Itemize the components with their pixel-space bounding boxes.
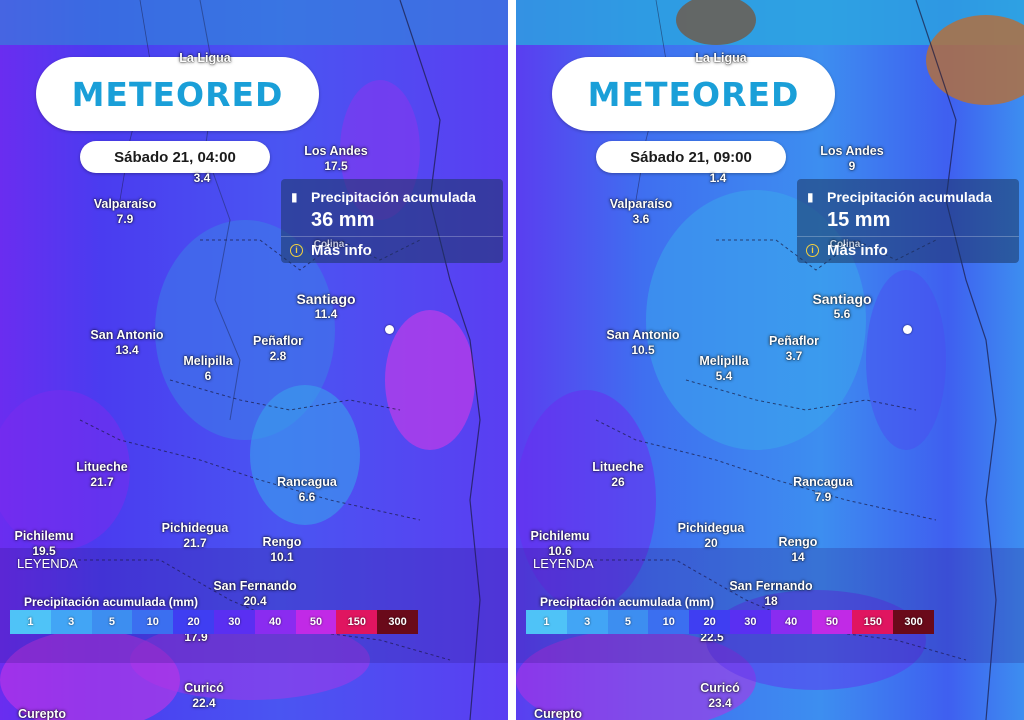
map-panel-right[interactable]: METEORED Sábado 21, 09:00 La Ligua 1.4 L… [516, 0, 1024, 720]
brand-wordmark: METEORED [71, 74, 284, 114]
city-label: La Ligua [179, 51, 231, 65]
more-info-link[interactable]: Más info [311, 242, 372, 259]
city-label: Curicó 23.4 [700, 681, 740, 710]
city-label: Peñaflor 2.8 [252, 334, 304, 363]
legend-step: 50 [811, 610, 853, 634]
legend-color-scale: 1 3 5 10 20 30 40 50 150 300 [10, 610, 418, 634]
map-panel-left[interactable]: METEORED Sábado 21, 04:00 La Ligua 3.4 L… [0, 0, 508, 720]
city-label: Valparaíso 7.9 [93, 197, 157, 226]
legend-step: 300 [893, 610, 934, 634]
city-label: Colina [829, 239, 861, 250]
date-time-label: Sábado 21, 04:00 [80, 141, 270, 173]
legend-step: 3 [566, 610, 608, 634]
legend-step: 5 [91, 610, 133, 634]
legend-step: 1 [526, 610, 567, 634]
legend-panel [0, 548, 508, 663]
legend-step: 20 [173, 610, 214, 634]
city-label: Litueche 26 [592, 460, 644, 489]
info-icon[interactable]: i [806, 244, 819, 257]
legend-title: LEYENDA [533, 556, 594, 571]
legend-step: 1 [10, 610, 51, 634]
legend-panel [516, 548, 1024, 663]
info-label: Precipitación acumulada [827, 189, 992, 205]
city-label: Peñaflor 3.7 [768, 334, 820, 363]
city-label: San Antonio 13.4 [90, 328, 164, 357]
city-label: Curepto [18, 707, 66, 720]
brand-wordmark: METEORED [587, 74, 800, 114]
legend-step: 3 [50, 610, 92, 634]
city-label: Curicó 22.4 [184, 681, 224, 710]
divider [281, 236, 503, 237]
legend-title: LEYENDA [17, 556, 78, 571]
city-value: 3.4 [193, 171, 211, 185]
info-value: 15 mm [827, 209, 891, 231]
legend-step: 30 [213, 610, 255, 634]
divider [797, 236, 1019, 237]
city-label: Colina [313, 239, 345, 250]
city-label: Santiago 11.4 [296, 291, 356, 322]
location-marker[interactable] [385, 325, 394, 334]
legend-step: 20 [689, 610, 730, 634]
city-label: Litueche 21.7 [76, 460, 128, 489]
legend-step: 10 [648, 610, 690, 634]
city-label: Pichilemu 10.6 [530, 529, 590, 558]
legend-step: 50 [295, 610, 337, 634]
info-icon[interactable]: i [290, 244, 303, 257]
city-label: Pichilemu 19.5 [14, 529, 74, 558]
meteored-logo: METEORED [552, 57, 835, 131]
city-value: 1.4 [709, 171, 727, 185]
legend-step: 150 [852, 610, 894, 634]
city-label: Melipilla 6 [183, 354, 233, 383]
date-time-label: Sábado 21, 09:00 [596, 141, 786, 173]
more-info-link[interactable]: Más info [827, 242, 888, 259]
city-label: Melipilla 5.4 [699, 354, 749, 383]
info-label: Precipitación acumulada [311, 189, 476, 205]
precipitation-info-box: ▮ Precipitación acumulada 15 mm Colina i… [797, 179, 1019, 263]
city-label: Valparaíso 3.6 [609, 197, 673, 226]
city-label: San Fernando 18 [729, 579, 813, 608]
info-value: 36 mm [311, 209, 375, 231]
city-label: Pichidegua 20 [677, 521, 745, 550]
legend-subtitle: Precipitación acumulada (mm) [24, 595, 199, 609]
rain-gauge-icon: ▮ [291, 190, 298, 204]
city-label: Rancagua 6.6 [277, 475, 337, 504]
city-label: Pichidegua 21.7 [161, 521, 229, 550]
city-label: Los Andes 9 [820, 144, 884, 173]
meteored-logo: METEORED [36, 57, 319, 131]
location-marker[interactable] [903, 325, 912, 334]
precipitation-info-box: ▮ Precipitación acumulada 36 mm Colina i… [281, 179, 503, 263]
city-label: San Fernando 20.4 [213, 579, 297, 608]
city-label: Rancagua 7.9 [793, 475, 853, 504]
legend-step: 150 [336, 610, 378, 634]
rain-gauge-icon: ▮ [807, 190, 814, 204]
city-label: La Ligua [695, 51, 747, 65]
city-label: Rengo 14 [778, 535, 818, 564]
city-label: Rengo 10.1 [262, 535, 302, 564]
legend-subtitle: Precipitación acumulada (mm) [540, 595, 715, 609]
city-label: Los Andes 17.5 [304, 144, 368, 173]
city-label: Curepto [534, 707, 582, 720]
legend-step: 5 [607, 610, 649, 634]
legend-step: 300 [377, 610, 418, 634]
city-label: San Antonio 10.5 [606, 328, 680, 357]
legend-color-scale: 1 3 5 10 20 30 40 50 150 300 [526, 610, 934, 634]
legend-step: 40 [254, 610, 296, 634]
legend-step: 10 [132, 610, 174, 634]
legend-step: 40 [770, 610, 812, 634]
legend-step: 30 [729, 610, 771, 634]
city-label: Santiago 5.6 [812, 291, 872, 322]
